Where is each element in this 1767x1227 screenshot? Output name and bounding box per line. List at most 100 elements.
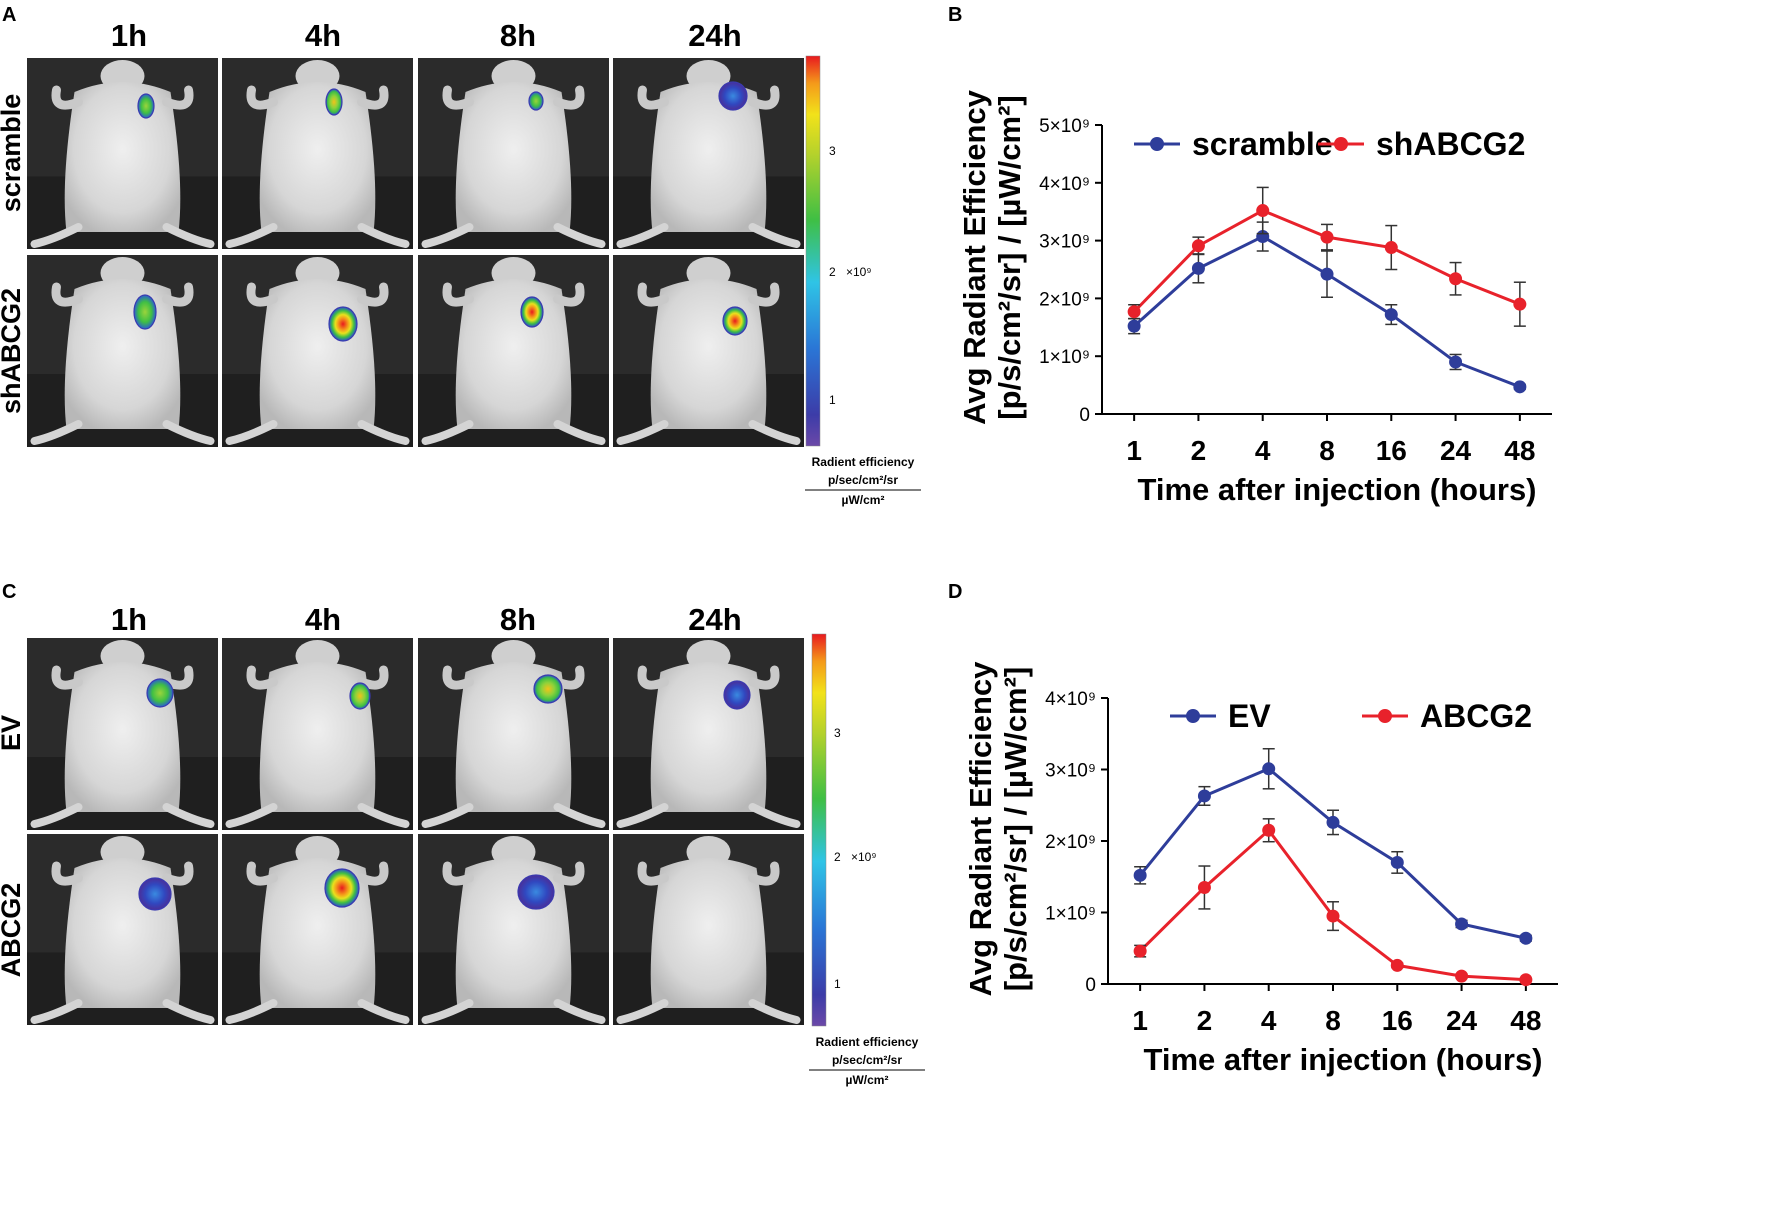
colorbar-gradient — [805, 55, 821, 447]
data-point — [1519, 973, 1533, 987]
y-tick-label: 1×10⁹ — [1045, 904, 1096, 925]
data-point — [1262, 823, 1276, 837]
legend-label: ABCG2 — [1420, 698, 1532, 734]
y-tick-label: 5×10⁹ — [1039, 116, 1090, 137]
imaging-grid-a — [27, 58, 804, 447]
x-tick-label: 48 — [1504, 435, 1535, 466]
legend-label: scramble — [1192, 126, 1333, 162]
series-scramble — [1127, 221, 1527, 394]
data-point — [1262, 762, 1276, 776]
x-tick-label: 1 — [1132, 1005, 1148, 1036]
data-point — [1133, 944, 1147, 958]
data-point — [1133, 868, 1147, 882]
column-label: 1h — [111, 18, 147, 53]
colorbar-tick: 3 — [829, 144, 836, 158]
data-point — [1191, 239, 1205, 253]
fluorescence-signal — [722, 306, 748, 336]
x-tick-label: 4 — [1255, 435, 1271, 466]
series-abcg2 — [1133, 818, 1533, 987]
y-tick-label: 2×10⁹ — [1045, 832, 1096, 853]
x-tick-label: 8 — [1319, 435, 1335, 466]
mouse-silhouette — [616, 60, 801, 248]
data-point — [1127, 305, 1141, 319]
column-labels-a: 1h 4h 8h 24h — [111, 18, 742, 53]
legend-label: EV — [1228, 698, 1271, 734]
data-point — [1127, 319, 1141, 333]
panel-label-a: A — [2, 4, 16, 26]
y-tick-label: 3×10⁹ — [1039, 232, 1090, 253]
fluorescence-signal — [146, 678, 174, 708]
column-label: 1h — [111, 602, 147, 637]
y-tick-label: 2×10⁹ — [1039, 289, 1090, 310]
data-point — [1449, 272, 1463, 286]
panel-label-d: D — [948, 581, 962, 603]
data-point — [1390, 855, 1404, 869]
x-tick-label: 8 — [1325, 1005, 1341, 1036]
data-point — [1326, 909, 1340, 923]
y-tick-label: 3×10⁹ — [1045, 761, 1096, 782]
colorbar-tick: 2 — [834, 850, 841, 864]
fluorescence-signal — [133, 294, 157, 330]
colorbar-unit-denominator: µW/cm² — [842, 493, 885, 507]
data-point — [1390, 958, 1404, 972]
row-label-abcg2: ABCG2 — [0, 883, 26, 978]
data-point — [1320, 267, 1334, 281]
colorbar-multiplier: ×10⁹ — [846, 265, 872, 279]
y-tick-label: 0 — [1079, 405, 1090, 426]
panel-a: A 1h 4h 8h 24h scramble shABCG2 3 2 1 ×1… — [0, 4, 921, 507]
x-axis-label: Time after injection (hours) — [1143, 1042, 1542, 1077]
data-point — [1191, 261, 1205, 275]
data-point — [1449, 355, 1463, 369]
x-tick-label: 24 — [1440, 435, 1472, 466]
fluorescence-signal — [533, 674, 563, 704]
colorbar-gradient — [811, 633, 827, 1027]
row-label-ev: EV — [0, 715, 26, 751]
data-point — [1320, 230, 1334, 244]
colorbar-multiplier: ×10⁹ — [851, 850, 877, 864]
data-point — [1384, 241, 1398, 255]
fluorescence-signal — [328, 306, 358, 342]
row-label-shabcg2: shABCG2 — [0, 288, 26, 414]
fluorescence-signal — [718, 81, 748, 111]
mouse-silhouette — [616, 836, 801, 1024]
column-label: 8h — [500, 602, 536, 637]
row-label-scramble: scramble — [0, 94, 26, 213]
column-labels-c: 1h 4h 8h 24h — [111, 602, 742, 637]
fluorescence-signal — [517, 874, 555, 910]
fluorescence-signal — [324, 868, 360, 908]
column-label: 24h — [688, 602, 741, 637]
colorbar-tick: 2 — [829, 265, 836, 279]
colorbar-unit-denominator: µW/cm² — [846, 1073, 889, 1087]
colorbar-a: 3 2 1 ×10⁹ Radient efficiency p/sec/cm²/… — [805, 55, 921, 507]
column-label: 4h — [305, 602, 341, 637]
data-point — [1256, 204, 1270, 218]
colorbar-tick: 1 — [834, 977, 841, 991]
y-tick-label: 4×10⁹ — [1045, 689, 1096, 710]
x-tick-label: 24 — [1446, 1005, 1478, 1036]
mouse-silhouette — [30, 60, 215, 248]
colorbar-unit-numerator: p/sec/cm²/sr — [828, 473, 898, 487]
y-tick-label: 4×10⁹ — [1039, 174, 1090, 195]
colorbar-title: Radient efficiency — [816, 1035, 919, 1049]
x-tick-label: 16 — [1376, 435, 1407, 466]
x-tick-label: 4 — [1261, 1005, 1277, 1036]
legend-swatch-marker — [1334, 137, 1348, 151]
fluorescence-signal — [520, 296, 544, 328]
data-point — [1326, 815, 1340, 829]
colorbar-tick: 3 — [834, 726, 841, 740]
imaging-grid-c — [27, 638, 804, 1025]
y-axis-label-line2: [p/s/cm²/sr] / [µW/cm²] — [992, 95, 1027, 419]
legend-swatch-marker — [1150, 137, 1164, 151]
data-point — [1197, 789, 1211, 803]
x-tick-label: 16 — [1382, 1005, 1413, 1036]
y-tick-label: 0 — [1085, 975, 1096, 996]
x-tick-label: 1 — [1126, 435, 1142, 466]
fluorescence-signal — [349, 682, 371, 710]
colorbar-tick: 1 — [829, 393, 836, 407]
y-axis-label-line2: [p/s/cm²/sr] / [µW/cm²] — [998, 667, 1033, 991]
data-point — [1519, 931, 1533, 945]
colorbar-c: 3 2 1 ×10⁹ Radient efficiency p/sec/cm²/… — [809, 633, 925, 1087]
